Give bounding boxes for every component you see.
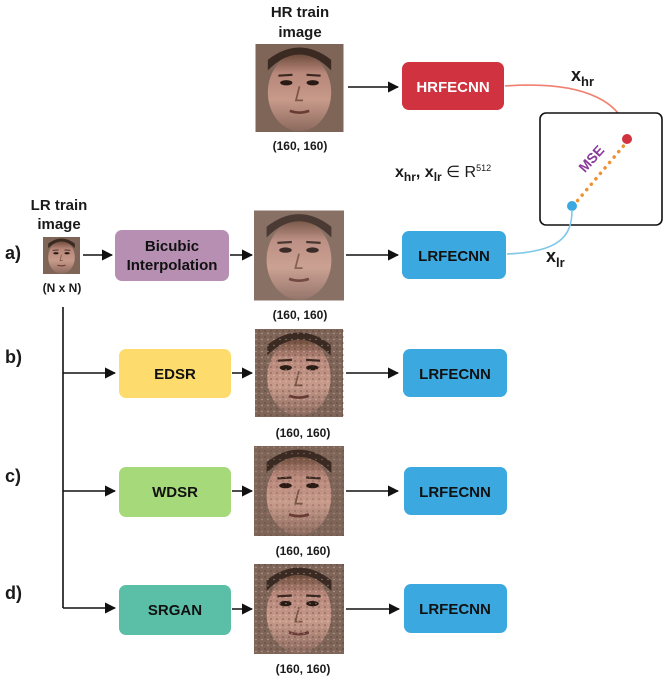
lrfecnn-label-c: LRFECNN: [419, 484, 491, 501]
bicubic-label-line1: Bicubic: [145, 238, 199, 255]
lr-face-image: [43, 237, 80, 274]
lr-image-title-line2: image: [37, 216, 80, 233]
hrfecnn-box: [402, 62, 504, 110]
lrfecnn-box-d: [404, 584, 507, 633]
lr-image-size: (N x N): [43, 281, 82, 295]
row-c-size: (160, 160): [276, 544, 331, 558]
lrfecnn-label-d: LRFECNN: [419, 601, 491, 618]
hr-face-image: [254, 44, 345, 132]
row-a-size: (160, 160): [273, 308, 328, 322]
lr-image-title-line1: LR train: [31, 197, 88, 214]
feature-space-formula: xhr, xlr ∈ R512: [395, 163, 491, 184]
row-d-tag: d): [5, 583, 22, 603]
edsr-artifact-overlay: [254, 329, 344, 417]
lrfecnn-box-a: [402, 231, 506, 279]
row-a-tag: a): [5, 243, 21, 263]
wdsr-box: [119, 467, 231, 517]
wdsr-label: WDSR: [152, 484, 198, 501]
lrfecnn-box-c: [404, 467, 507, 515]
row-b-size: (160, 160): [276, 426, 331, 440]
xlr-label: xlr: [546, 246, 565, 270]
srgan-artifact-overlay: [254, 564, 344, 654]
bicubic-label-line2: Interpolation: [127, 257, 218, 274]
lr-embedding-curve: [506, 209, 573, 255]
hr-image-title-line2: image: [278, 24, 321, 41]
edsr-label: EDSR: [154, 366, 196, 383]
row-b-tag: b): [5, 347, 22, 367]
row-d-size: (160, 160): [276, 662, 331, 676]
lrfecnn-box-b: [403, 349, 507, 397]
edsr-box: [119, 349, 231, 398]
embedding-space-box: [539, 112, 663, 226]
srgan-label: SRGAN: [148, 602, 202, 619]
wdsr-artifact-overlay: [254, 446, 344, 536]
xhr-label: xhr: [571, 65, 594, 89]
bicubic-box: [115, 230, 229, 281]
bicubic-face-image: [254, 210, 344, 301]
hr-image-title-line1: HR train: [271, 4, 329, 21]
lr-embedding-point: [567, 201, 577, 211]
hr-embedding-point: [622, 134, 632, 144]
lrfecnn-label-a: LRFECNN: [418, 248, 490, 265]
lrfecnn-label-b: LRFECNN: [419, 366, 491, 383]
row-c-tag: c): [5, 466, 21, 486]
mse-distance-line: [571, 141, 628, 208]
hr-image-size: (160, 160): [273, 139, 328, 153]
srgan-box: [119, 585, 231, 635]
hrfecnn-label: HRFECNN: [416, 79, 489, 96]
